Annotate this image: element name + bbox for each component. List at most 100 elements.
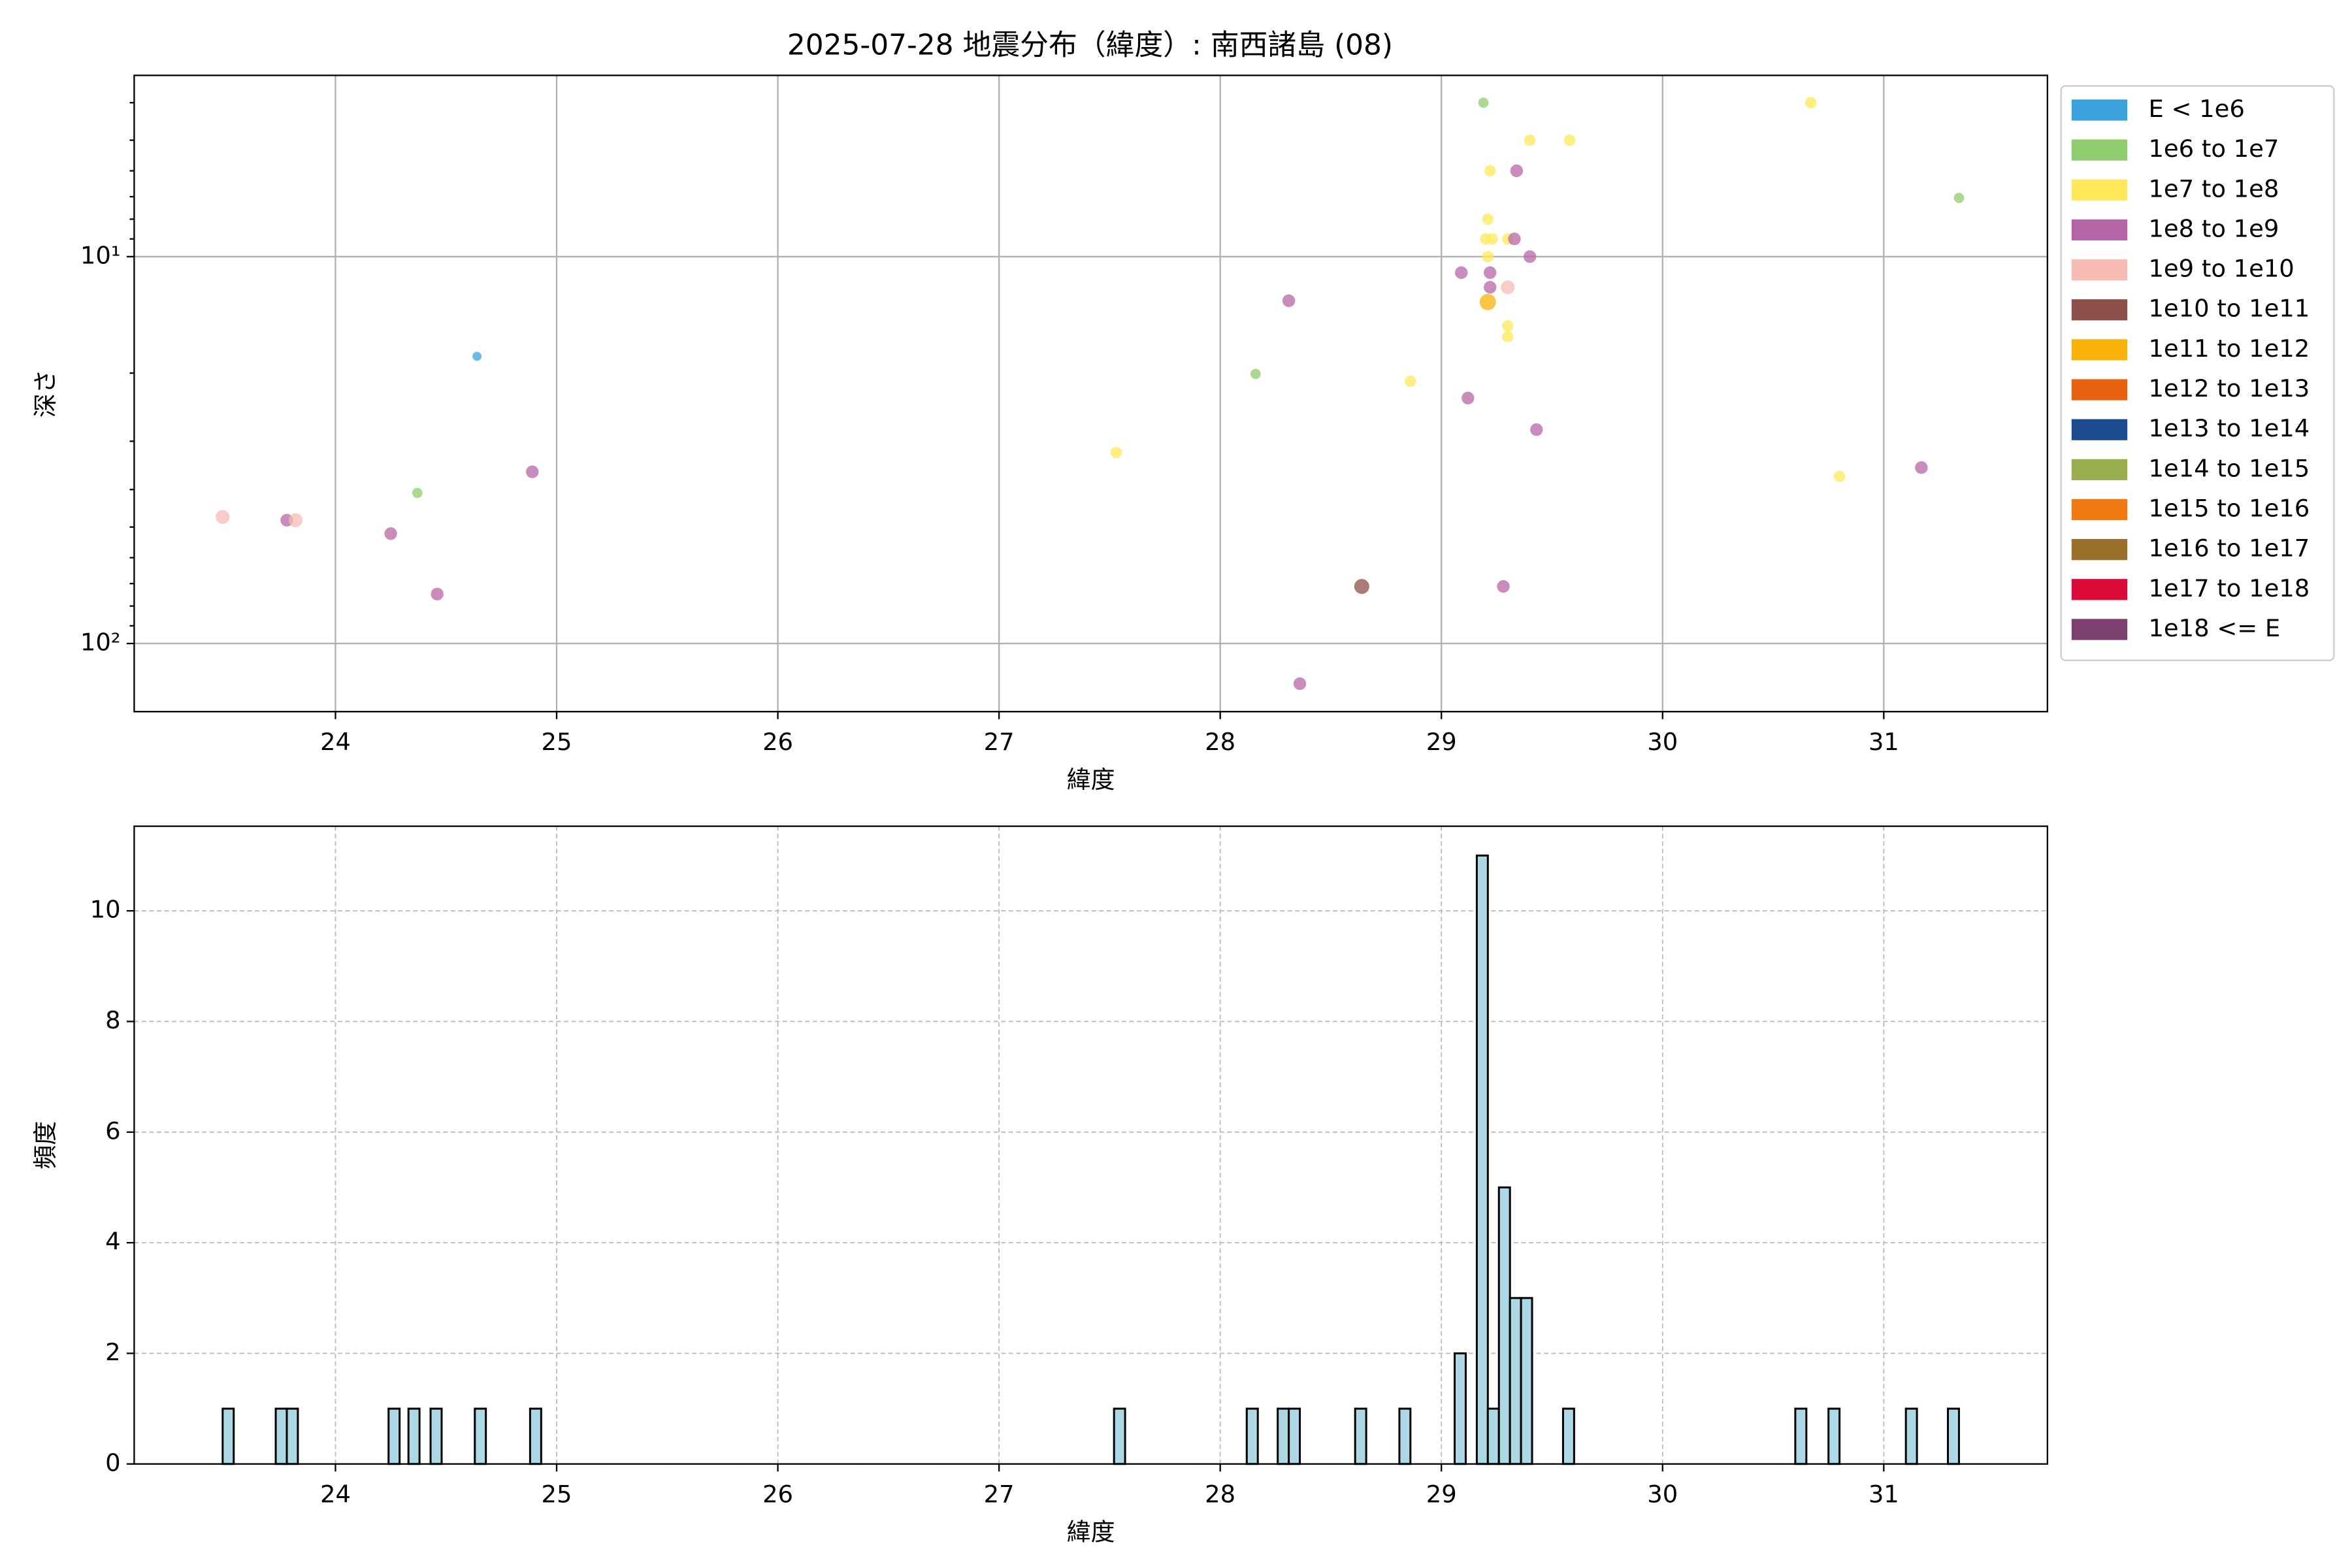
histogram-bar — [1827, 1407, 1841, 1465]
legend-swatch — [2071, 339, 2128, 361]
legend-label: 1e8 to 1e9 — [2148, 214, 2279, 242]
data-point — [216, 510, 230, 524]
data-point — [1454, 266, 1468, 280]
x-tick-label: 29 — [1426, 1480, 1457, 1509]
histogram-bar — [429, 1407, 443, 1465]
data-point — [1293, 677, 1307, 691]
data-point — [1563, 134, 1576, 146]
data-point — [1478, 97, 1489, 108]
histogram-bar — [1475, 854, 1489, 1465]
data-point — [1915, 461, 1928, 474]
legend-swatch — [2071, 139, 2128, 161]
x-tick-label: 25 — [542, 1480, 572, 1509]
histogram-bar — [1561, 1407, 1575, 1465]
data-point — [526, 465, 539, 478]
legend-label: 1e7 to 1e8 — [2148, 174, 2279, 203]
y-tick-label: 10 — [90, 896, 121, 924]
legend-label: 1e12 to 1e13 — [2148, 374, 2310, 402]
legend-box — [2060, 85, 2335, 661]
x-tick-label: 28 — [1205, 1480, 1235, 1509]
data-point — [1524, 134, 1536, 146]
y-tick-label: 6 — [105, 1117, 120, 1145]
histogram-bar — [1245, 1407, 1259, 1465]
histogram-bar — [274, 1407, 288, 1465]
y-tick-label: 8 — [105, 1006, 120, 1034]
x-tick-label: 25 — [542, 728, 572, 756]
histogram-bar — [1454, 1352, 1467, 1465]
histogram-bar — [387, 1407, 401, 1465]
plot-frame — [133, 74, 2048, 713]
data-point — [1502, 331, 1514, 343]
y-tick-label: 4 — [105, 1228, 120, 1256]
legend-label: 1e6 to 1e7 — [2148, 135, 2279, 163]
data-point — [1484, 266, 1497, 280]
legend-label: 1e16 to 1e17 — [2148, 534, 2310, 563]
histogram-bar — [407, 1407, 421, 1465]
data-point — [1486, 233, 1498, 245]
y-tick-label: 10² — [80, 628, 121, 656]
legend-swatch — [2071, 459, 2128, 480]
histogram-bar — [474, 1407, 487, 1465]
data-point — [1530, 423, 1543, 436]
legend-label: 1e15 to 1e16 — [2148, 495, 2310, 523]
y-tick-label: 10¹ — [80, 241, 121, 269]
data-point — [472, 351, 482, 361]
x-axis-label: 緯度 — [1067, 766, 1115, 794]
data-point — [1482, 213, 1494, 225]
x-tick-label: 31 — [1869, 728, 1899, 756]
histogram-bar — [1794, 1407, 1808, 1465]
histogram-bar — [1277, 1407, 1290, 1465]
legend-label: 1e17 to 1e18 — [2148, 574, 2310, 602]
histogram-bar — [1354, 1407, 1367, 1465]
x-tick-label: 27 — [984, 1480, 1015, 1509]
data-point — [1833, 470, 1846, 483]
plot-frame — [133, 825, 2048, 1465]
x-tick-label: 31 — [1869, 1480, 1899, 1509]
y-tick-label: 0 — [105, 1448, 120, 1477]
data-point — [431, 587, 444, 600]
legend-label: 1e18 <= E — [2148, 614, 2280, 642]
data-point — [1250, 368, 1261, 380]
legend-swatch — [2071, 419, 2128, 440]
histogram-bar — [1946, 1407, 1960, 1465]
data-point — [1953, 193, 1965, 203]
legend-label: 1e14 to 1e15 — [2148, 454, 2310, 482]
legend-swatch — [2071, 219, 2128, 241]
histogram-bar — [1398, 1407, 1412, 1465]
legend-swatch — [2071, 99, 2128, 121]
x-tick-label: 24 — [320, 1480, 351, 1509]
data-point — [1502, 320, 1514, 332]
histogram-bar — [1520, 1297, 1533, 1465]
x-tick-label: 29 — [1426, 728, 1457, 756]
y-tick-label: 2 — [105, 1338, 120, 1366]
legend-swatch — [2071, 259, 2128, 281]
data-point — [1405, 375, 1416, 387]
x-tick-label: 30 — [1647, 728, 1678, 756]
x-axis-label: 緯度 — [1067, 1518, 1115, 1546]
histogram-bar — [1113, 1407, 1126, 1465]
chart-title: 2025-07-28 地震分布（緯度）: 南西諸島 (08) — [787, 29, 1393, 62]
legend-swatch — [2071, 498, 2128, 521]
y-axis-label: 頻度 — [31, 1121, 59, 1169]
data-point — [1508, 233, 1521, 246]
legend-swatch — [2071, 299, 2128, 321]
legend-label: E < 1e6 — [2148, 95, 2244, 123]
x-tick-label: 26 — [762, 1480, 793, 1509]
data-point — [1510, 164, 1524, 178]
data-point — [288, 513, 303, 527]
x-tick-label: 28 — [1205, 728, 1235, 756]
legend-swatch — [2071, 179, 2128, 201]
legend-swatch — [2071, 539, 2128, 561]
x-tick-label: 24 — [320, 728, 351, 756]
data-point — [1501, 280, 1515, 295]
y-axis-label: 深さ — [31, 369, 59, 417]
histogram-bar — [1288, 1407, 1301, 1465]
data-point — [384, 527, 397, 540]
data-point — [1282, 294, 1296, 307]
x-tick-label: 27 — [984, 728, 1015, 756]
histogram-bar — [221, 1407, 235, 1465]
data-point — [1354, 579, 1369, 595]
data-point — [1110, 446, 1122, 459]
